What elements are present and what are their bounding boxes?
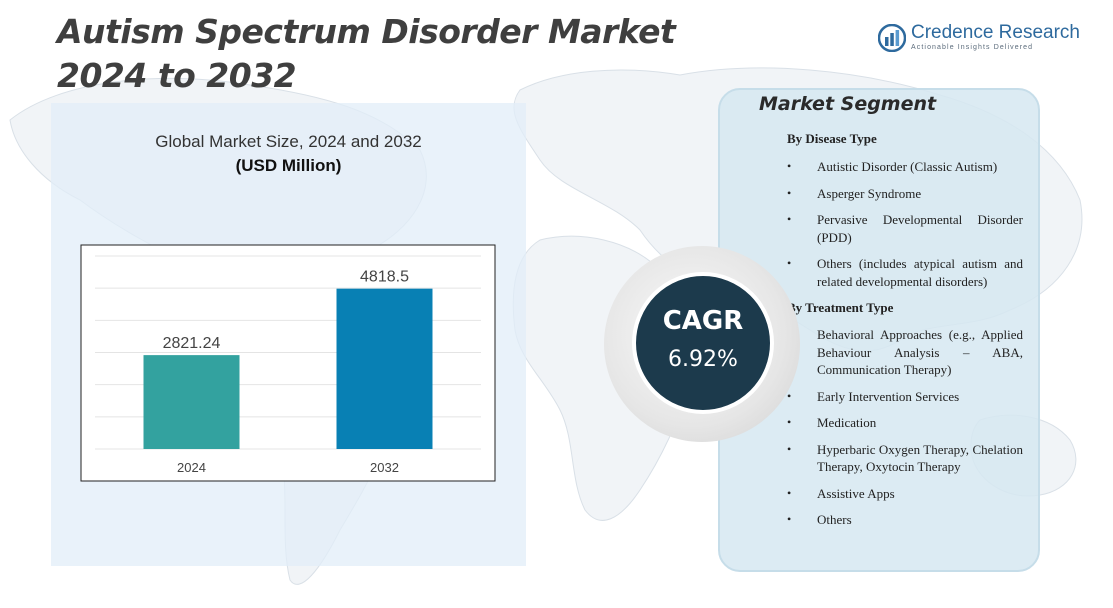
chart-title: Global Market Size, 2024 and 2032 [155, 132, 422, 151]
x-tick-label: 2024 [177, 460, 206, 475]
list-item: Early Intervention Services [787, 388, 1023, 406]
list-item: Asperger Syndrome [787, 185, 1023, 203]
cagr-label: CAGR [662, 306, 744, 336]
list-item: Assistive Apps [787, 485, 1023, 503]
chart-unit: (USD Million) [235, 156, 342, 175]
segment-heading-treatment-type: By Treatment Type [787, 300, 894, 315]
segment-heading-disease-type: By Disease Type [787, 131, 877, 146]
list-item: Medication [787, 414, 1023, 432]
chart-plot-frame [80, 244, 496, 482]
page-title: Autism Spectrum Disorder Market 2024 to … [57, 10, 676, 98]
brand-logo[interactable]: Credence Research Actionable Insights De… [878, 22, 1080, 54]
title-line-2: 2024 to 2032 [57, 56, 297, 95]
brand-tagline: Actionable Insights Delivered [911, 44, 1034, 51]
data-label: 2821.24 [163, 335, 221, 352]
title-line-1: Autism Spectrum Disorder Market [57, 12, 676, 51]
cagr-badge [632, 272, 774, 414]
treatment-type-list: Behavioral Approaches (e.g., Applied Beh… [787, 326, 1023, 529]
list-item: Pervasive Developmental Disorder (PDD) [787, 211, 1023, 246]
list-item: Behavioral Approaches (e.g., Applied Beh… [787, 326, 1023, 379]
x-tick-label: 2032 [370, 460, 399, 475]
cagr-value: 6.92% [668, 347, 738, 372]
bar-chart-logo-icon [878, 24, 906, 52]
disease-type-list: Autistic Disorder (Classic Autism) Asper… [787, 158, 1023, 290]
bar [143, 355, 240, 449]
data-label: 4818.5 [360, 269, 409, 286]
list-item: Others [787, 511, 1023, 529]
market-segment-title: Market Segment [759, 93, 937, 115]
brand-name: Credence Research [911, 22, 1080, 43]
bar [336, 288, 433, 449]
list-item: Hyperbaric Oxygen Therapy, Chelation The… [787, 441, 1023, 476]
list-item: Others (includes atypical autism and rel… [787, 255, 1023, 290]
list-item: Autistic Disorder (Classic Autism) [787, 158, 1023, 176]
